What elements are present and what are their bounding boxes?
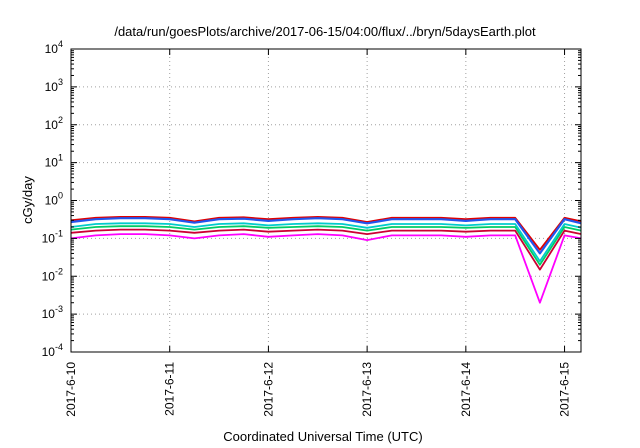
y-tick-label: 102 <box>45 115 63 132</box>
x-tick-label: 2017-6-15 <box>558 362 572 417</box>
x-tick-label: 2017-6-14 <box>459 362 473 417</box>
y-tick-label: 10-1 <box>42 228 63 245</box>
y-tick-label: 100 <box>45 191 63 208</box>
x-tick-label: 2017-6-10 <box>64 362 78 417</box>
y-tick-label: 101 <box>45 153 63 170</box>
series-line <box>70 215 582 251</box>
grid <box>71 49 581 352</box>
y-tick-label: 10-3 <box>42 304 63 321</box>
y-tick-label: 103 <box>45 77 63 94</box>
y-axis-label: cGy/day <box>20 176 35 224</box>
series-line <box>70 222 582 263</box>
x-axis-label: Coordinated Universal Time (UTC) <box>223 429 422 444</box>
series-line <box>70 233 582 304</box>
x-tick-label: 2017-6-12 <box>261 362 275 417</box>
y-tick-label: 10-4 <box>42 342 63 359</box>
y-tick-label: 104 <box>45 39 63 56</box>
series-line <box>70 225 582 266</box>
y-tick-label: 10-2 <box>42 266 63 283</box>
chart-title: /data/run/goesPlots/archive/2017-06-15/0… <box>114 24 536 39</box>
ticks: 10-4 10-3 10-2 10-1 100 101 102 103 104 2017-6-10… <box>42 39 581 417</box>
series-line <box>70 228 582 271</box>
x-tick-label: 2017-6-11 <box>163 362 177 416</box>
series-layer <box>70 215 582 304</box>
x-tick-label: 2017-6-13 <box>360 362 374 417</box>
series-line <box>70 217 582 255</box>
